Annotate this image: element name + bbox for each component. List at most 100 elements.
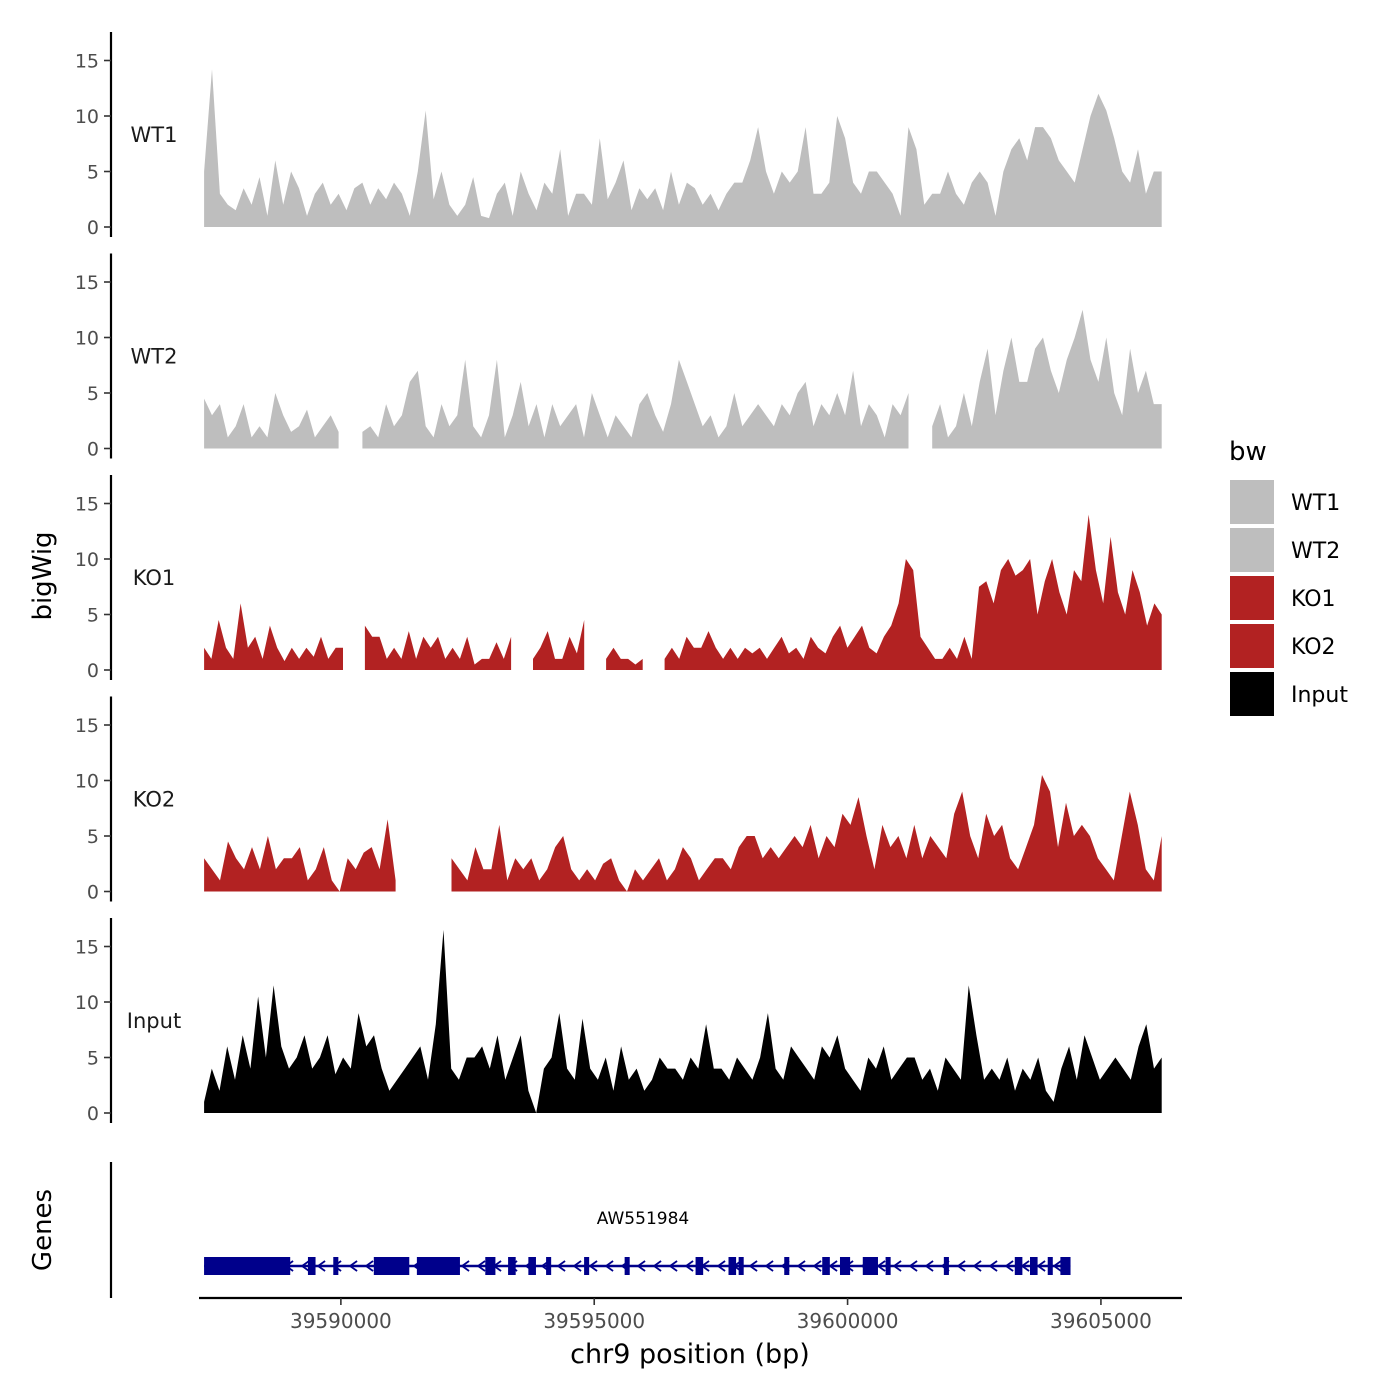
x-axis-title: chr9 position (bp) bbox=[570, 1339, 810, 1370]
y-tick-label: 5 bbox=[87, 383, 99, 405]
coverage-area-WT2 bbox=[362, 359, 909, 449]
y-tick-label: 10 bbox=[75, 328, 99, 350]
y-tick-label: 15 bbox=[75, 715, 99, 737]
gene-exon bbox=[416, 1257, 460, 1275]
gene-exon bbox=[204, 1257, 291, 1275]
legend-item-Input: Input bbox=[1230, 672, 1348, 716]
track-label: WT2 bbox=[131, 345, 178, 369]
x-tick-label: 39590000 bbox=[290, 1309, 392, 1333]
legend-items: WT1 WT2 KO1 KO2 Input bbox=[1230, 480, 1348, 716]
track-WT1: 0 5 10 15 WT1 bbox=[75, 32, 1162, 239]
coverage-area-WT2 bbox=[204, 393, 339, 449]
coverage-area-WT2 bbox=[932, 309, 1162, 449]
y-tick-label: 10 bbox=[75, 549, 99, 571]
gene-exon bbox=[728, 1257, 737, 1275]
gene-exon bbox=[943, 1257, 949, 1275]
y-tick-label: 5 bbox=[87, 605, 99, 627]
gene-exon bbox=[528, 1257, 536, 1275]
coverage-area-KO1 bbox=[664, 514, 1162, 670]
gene-exon bbox=[1029, 1257, 1038, 1275]
gene-exon bbox=[546, 1257, 552, 1275]
gene-exon bbox=[307, 1257, 316, 1275]
strand-arrow bbox=[876, 1260, 886, 1272]
y-tick-label: 10 bbox=[75, 106, 99, 128]
strand-arrow bbox=[1004, 1260, 1014, 1272]
legend-item-WT2: WT2 bbox=[1230, 528, 1340, 572]
track-KO2: 0 5 10 15 KO2 bbox=[75, 696, 1162, 904]
y-tick-label: 15 bbox=[75, 51, 99, 73]
strand-arrow bbox=[572, 1260, 582, 1272]
strand-arrow bbox=[828, 1260, 838, 1272]
legend-title: bw bbox=[1229, 437, 1267, 467]
strand-arrow bbox=[924, 1260, 934, 1272]
strand-arrow bbox=[476, 1260, 486, 1272]
strand-arrow bbox=[364, 1260, 374, 1272]
strand-arrow bbox=[588, 1260, 598, 1272]
y-tick-label: 15 bbox=[75, 937, 99, 959]
y-tick-label: 10 bbox=[75, 992, 99, 1014]
gene-model bbox=[204, 1257, 1071, 1275]
legend-label: WT1 bbox=[1291, 491, 1340, 516]
strand-arrow bbox=[892, 1260, 902, 1272]
strand-arrow bbox=[1036, 1260, 1046, 1272]
legend-label: WT2 bbox=[1291, 539, 1340, 564]
gene-exon bbox=[784, 1257, 790, 1275]
gene-name-label: AW551984 bbox=[597, 1209, 689, 1229]
strand-arrow bbox=[908, 1260, 918, 1272]
y-tick-label: 0 bbox=[87, 882, 99, 904]
legend-item-KO2: KO2 bbox=[1230, 624, 1336, 668]
coverage-area-Input bbox=[204, 929, 1162, 1113]
coverage-area-KO1 bbox=[533, 620, 585, 670]
gene-exon bbox=[839, 1257, 851, 1275]
track-label: WT1 bbox=[131, 123, 178, 147]
track-Input: 0 5 10 15 Input bbox=[75, 918, 1162, 1125]
gene-exon bbox=[862, 1257, 878, 1275]
y-tick-label: 5 bbox=[87, 1048, 99, 1070]
x-tick-label: 39605000 bbox=[1050, 1309, 1152, 1333]
strand-arrow bbox=[796, 1260, 806, 1272]
strand-arrow bbox=[1052, 1260, 1062, 1272]
gene-exon bbox=[373, 1257, 410, 1275]
strand-arrow bbox=[716, 1260, 726, 1272]
y-tick-label: 0 bbox=[87, 439, 99, 461]
coverage-area-KO1 bbox=[204, 603, 343, 670]
strand-arrow bbox=[668, 1260, 678, 1272]
strand-arrow bbox=[972, 1260, 982, 1272]
y-tick-label: 15 bbox=[75, 494, 99, 516]
y-tick-label: 5 bbox=[87, 162, 99, 184]
legend-swatch bbox=[1230, 480, 1274, 524]
strand-arrow bbox=[460, 1260, 470, 1272]
strand-arrow bbox=[812, 1260, 822, 1272]
gene-exon bbox=[485, 1257, 496, 1275]
gene-exon bbox=[822, 1257, 830, 1275]
legend-label: Input bbox=[1291, 683, 1348, 708]
y-tick-label: 15 bbox=[75, 272, 99, 294]
gene-exon bbox=[333, 1257, 339, 1275]
legend-item-KO1: KO1 bbox=[1230, 576, 1336, 620]
y-tick-label: 0 bbox=[87, 660, 99, 682]
strand-arrow bbox=[652, 1260, 662, 1272]
coverage-area-KO1 bbox=[364, 625, 512, 670]
strand-arrow bbox=[604, 1260, 614, 1272]
strand-arrow bbox=[556, 1260, 566, 1272]
strand-arrow bbox=[348, 1260, 358, 1272]
coverage-area-KO2 bbox=[204, 819, 396, 892]
track-label: KO2 bbox=[133, 788, 176, 812]
gene-exon bbox=[1014, 1257, 1023, 1275]
legend-swatch bbox=[1230, 576, 1274, 620]
strand-arrow bbox=[316, 1260, 326, 1272]
y-tick-label: 10 bbox=[75, 771, 99, 793]
gene-exon bbox=[584, 1257, 590, 1275]
gene-exon bbox=[1060, 1257, 1071, 1275]
gene-exon bbox=[885, 1257, 891, 1275]
legend-swatch bbox=[1230, 672, 1274, 716]
gene-exon bbox=[695, 1257, 704, 1275]
strand-arrow bbox=[748, 1260, 758, 1272]
strand-arrow bbox=[684, 1260, 694, 1272]
strand-arrow bbox=[988, 1260, 998, 1272]
track-label: Input bbox=[127, 1009, 181, 1033]
legend-label: KO1 bbox=[1291, 587, 1336, 612]
genes-panel-label: Genes bbox=[28, 1189, 58, 1271]
gene-exon bbox=[508, 1257, 516, 1275]
